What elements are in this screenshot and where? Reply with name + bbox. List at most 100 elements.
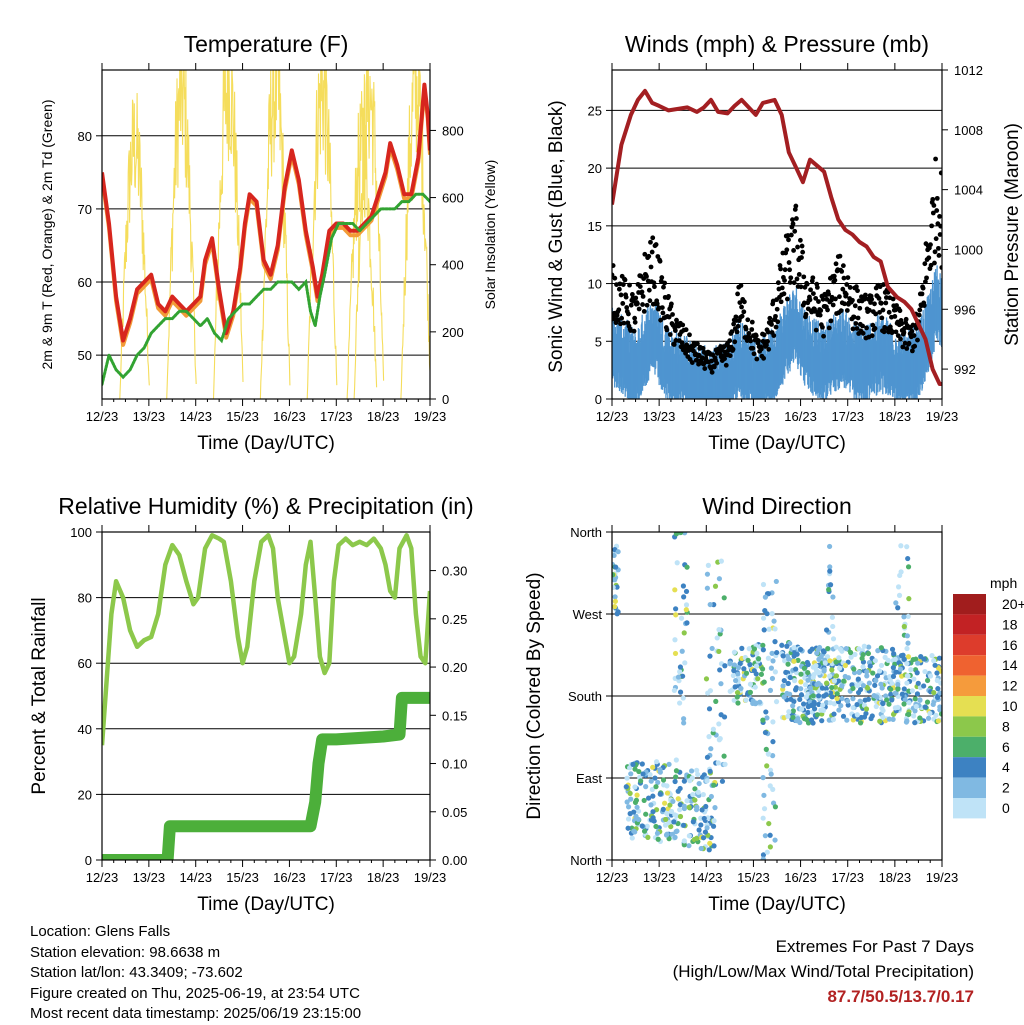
direction-point: [929, 653, 935, 659]
direction-point: [874, 694, 880, 700]
direction-point: [709, 645, 715, 652]
direction-point: [707, 653, 713, 659]
direction-point: [827, 543, 833, 550]
winds-ytick-label: 0: [595, 392, 602, 407]
direction-point: [892, 656, 898, 662]
gust-point: [807, 297, 813, 303]
direction-point: [677, 785, 683, 792]
direction-point: [896, 592, 903, 598]
direction-point: [767, 832, 773, 838]
direction-point: [898, 569, 904, 575]
direction-point: [788, 696, 794, 702]
direction-point: [672, 587, 678, 593]
gust-point: [787, 280, 793, 285]
direction-point: [706, 706, 713, 712]
direction-point: [854, 701, 860, 708]
gust-point: [923, 279, 928, 285]
legend-label: 18: [1002, 616, 1018, 632]
direction-point: [842, 673, 848, 680]
gust-point: [739, 313, 745, 319]
gust-point: [876, 295, 882, 301]
gust-point: [833, 296, 838, 302]
gust-point: [628, 302, 634, 308]
winds-ytick-right-label: 996: [954, 302, 976, 317]
gust-point: [743, 326, 749, 332]
solar-insolation-line: [353, 70, 385, 399]
gust-point: [793, 203, 799, 209]
direction-point: [702, 829, 709, 835]
gust-point: [841, 275, 847, 281]
direction-point: [705, 690, 711, 696]
direction-point: [708, 793, 714, 800]
direction-point: [917, 715, 923, 721]
humidity-ytick-label: 0: [85, 853, 92, 868]
direction-point: [681, 716, 687, 722]
direction-point: [711, 843, 717, 849]
gust-point: [816, 299, 821, 304]
gust-point: [640, 302, 645, 307]
direction-point: [612, 604, 618, 610]
direction-point: [686, 833, 692, 839]
direction-point: [895, 686, 901, 692]
gust-point: [667, 332, 673, 337]
gust-point: [906, 340, 912, 346]
gust-point: [850, 326, 856, 332]
direction-point: [927, 673, 934, 679]
gust-point: [899, 321, 905, 327]
direction-point: [644, 823, 650, 829]
direction-point: [873, 703, 879, 710]
humidity-ytick-right-label: 0.20: [442, 660, 467, 675]
gust-point: [659, 305, 665, 311]
gust-point: [756, 338, 761, 344]
direction-point: [765, 655, 771, 661]
direction-point: [770, 658, 776, 664]
gust-point: [648, 264, 654, 270]
direction-point: [760, 581, 767, 588]
direction-point: [805, 709, 811, 716]
direction-point: [766, 626, 772, 632]
direction-point: [785, 661, 791, 667]
direction-point: [632, 799, 639, 805]
gust-point: [840, 263, 846, 269]
direction-point: [716, 648, 722, 655]
direction-point: [625, 804, 632, 810]
gust-point: [754, 356, 760, 362]
direction-point: [914, 670, 920, 676]
direction-point: [675, 796, 681, 802]
direction-point: [773, 699, 780, 705]
gust-point: [919, 291, 925, 297]
winds-title: Winds (mph) & Pressure (mb): [625, 31, 929, 57]
direction-point: [875, 648, 881, 654]
direction-point: [760, 647, 766, 653]
direction-point: [830, 594, 836, 600]
gust-point: [860, 330, 866, 336]
direction-point: [662, 800, 668, 806]
direction-point: [836, 655, 842, 661]
humidity-xtick-label: 16/23: [273, 870, 306, 885]
gust-point: [830, 302, 836, 308]
gust-point: [616, 307, 622, 313]
gust-point: [618, 292, 624, 298]
direction-point: [707, 601, 713, 608]
direction-point: [852, 651, 858, 658]
direction-point: [675, 674, 682, 680]
direction-point: [924, 699, 931, 705]
gust-point: [612, 263, 616, 268]
gust-point: [723, 362, 729, 368]
direction-point: [641, 797, 647, 804]
gust-point: [920, 285, 926, 291]
direction-point: [681, 838, 687, 844]
temperature-ytick-label: 70: [78, 202, 92, 217]
dewpoint-line: [102, 192, 430, 386]
gust-point: [808, 287, 813, 293]
direction-point: [867, 663, 873, 669]
humidity-ytick-right-label: 0.15: [442, 708, 467, 723]
gust-point: [774, 306, 780, 312]
direction-point: [827, 564, 833, 570]
gust-point: [863, 292, 868, 298]
direction-point: [864, 685, 871, 691]
direction-point: [904, 645, 910, 652]
direction-point: [710, 726, 716, 732]
gust-point: [800, 249, 806, 255]
gust-point: [797, 237, 803, 243]
